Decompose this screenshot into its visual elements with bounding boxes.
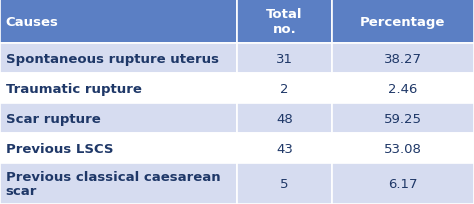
Bar [332, 163, 474, 204]
Bar [237, 133, 332, 163]
Text: 6.17: 6.17 [388, 177, 418, 190]
Bar [0, 163, 237, 204]
Bar [237, 74, 332, 104]
Text: 31: 31 [276, 52, 293, 65]
Bar [237, 163, 332, 204]
Bar [332, 44, 474, 74]
Text: Spontaneous rupture uterus: Spontaneous rupture uterus [6, 52, 219, 65]
Text: 38.27: 38.27 [384, 52, 422, 65]
Bar [0, 44, 237, 74]
Text: Scar rupture: Scar rupture [6, 112, 100, 125]
Text: 43: 43 [276, 142, 293, 155]
Text: 53.08: 53.08 [384, 142, 422, 155]
Text: 2: 2 [280, 82, 289, 95]
Bar [0, 74, 237, 104]
Text: Previous classical caesarean
scar: Previous classical caesarean scar [6, 170, 220, 197]
Text: 48: 48 [276, 112, 293, 125]
Bar [332, 0, 474, 44]
Text: Percentage: Percentage [360, 16, 446, 29]
Text: Total
no.: Total no. [266, 8, 303, 36]
Text: 59.25: 59.25 [384, 112, 422, 125]
Text: Causes: Causes [6, 16, 59, 29]
Bar [0, 0, 237, 44]
Text: 2.46: 2.46 [388, 82, 418, 95]
Bar [332, 104, 474, 133]
Bar [0, 133, 237, 163]
Text: Previous LSCS: Previous LSCS [6, 142, 113, 155]
Bar [332, 74, 474, 104]
Bar [0, 104, 237, 133]
Bar [332, 133, 474, 163]
Bar [237, 44, 332, 74]
Text: Traumatic rupture: Traumatic rupture [6, 82, 142, 95]
Text: 5: 5 [280, 177, 289, 190]
Bar [237, 0, 332, 44]
Bar [237, 104, 332, 133]
